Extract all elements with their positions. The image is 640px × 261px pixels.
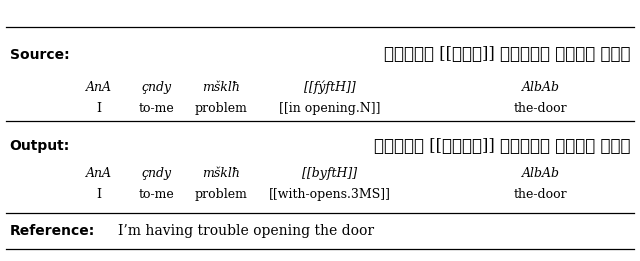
Text: the-door: the-door [514,102,568,115]
Text: the-door: the-door [514,188,568,201]
Text: I: I [97,188,102,201]
Text: [[in opening.N]]: [[in opening.N]] [279,102,380,115]
Text: to-me: to-me [139,188,175,201]
Text: Reference:: Reference: [10,224,95,238]
Text: çndy: çndy [141,81,172,94]
Text: الباب [[يفتح]] مشكلة عندي انا: الباب [[يفتح]] مشكلة عندي انا [374,138,630,155]
Text: AlbAb: AlbAb [522,81,560,94]
Text: AnA: AnA [86,81,112,94]
Text: Source:: Source: [10,48,69,62]
Text: çndy: çndy [141,167,172,180]
Text: mšklħ: mšklħ [202,81,240,94]
Text: problem: problem [195,102,247,115]
Text: I: I [97,102,102,115]
Text: AlbAb: AlbAb [522,167,560,180]
Text: الباب [[فتح]] مشكلة عندي انا: الباب [[فتح]] مشكلة عندي انا [384,46,630,63]
Text: problem: problem [195,188,247,201]
Text: Output:: Output: [10,139,70,153]
Text: mšklħ: mšklħ [202,167,240,180]
Text: I’m having trouble opening the door: I’m having trouble opening the door [118,224,374,238]
Text: [[byftH]]: [[byftH]] [302,167,357,180]
Text: [[fýftH]]: [[fýftH]] [304,81,355,94]
Text: [[with-opens.3MS]]: [[with-opens.3MS]] [269,188,390,201]
Text: to-me: to-me [139,102,175,115]
Text: AnA: AnA [86,167,112,180]
